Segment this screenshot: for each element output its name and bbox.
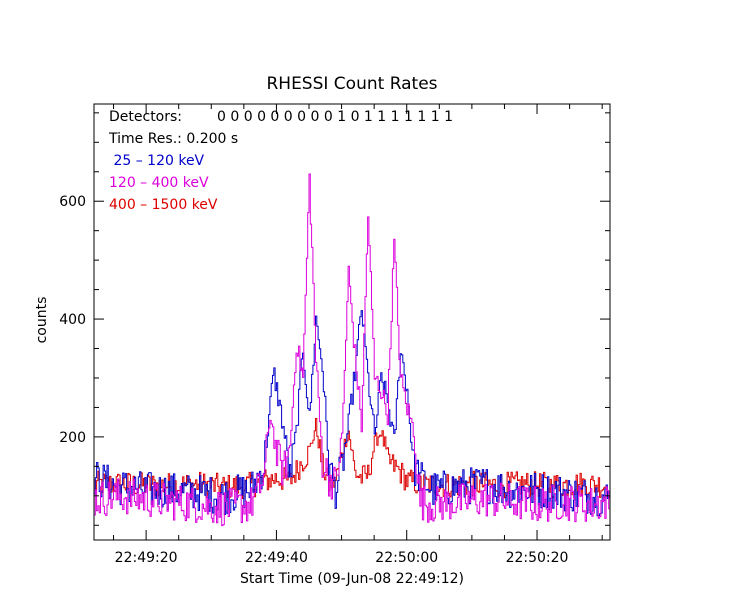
tick-labels: 200 400 600 22:49:20 22:49:40 22:50:00 22:50:2…: [59, 194, 568, 566]
series-line-120-400keV: [94, 173, 610, 527]
series-layer: [94, 173, 610, 527]
legend-entry-25-120: 25 – 120 keV: [109, 153, 205, 169]
x-tick-label: 22:49:40: [245, 550, 308, 566]
y-tick-label: 600: [59, 194, 86, 210]
detectors-label: Detectors:: [109, 109, 182, 125]
x-tick-label: 22:50:20: [506, 550, 569, 566]
x-axis-label: Start Time (09-Jun-08 22:49:12): [240, 571, 464, 587]
plot-frame: [93, 103, 611, 541]
legend-entry-400-1500: 400 – 1500 keV: [109, 197, 218, 213]
series-line-25-120keV: [94, 310, 610, 517]
info-block: Detectors: 0 0 0 0 0 0 0 0 0 1 0 1 1 1 1…: [108, 109, 453, 213]
time-resolution: Time Res.: 0.200 s: [108, 131, 238, 147]
legend-entry-120-400: 120 – 400 keV: [109, 175, 209, 191]
x-tick-label: 22:49:20: [115, 550, 178, 566]
y-tick-label: 200: [59, 430, 86, 446]
x-tick-label: 22:50:00: [375, 550, 438, 566]
axis-ticks: [94, 104, 610, 540]
y-axis-label: counts: [34, 297, 50, 344]
y-tick-label: 400: [59, 312, 86, 328]
detectors-values: 0 0 0 0 0 0 0 0 0 1 0 1 1 1 1 1 1 1: [217, 109, 453, 125]
chart-title: RHESSI Count Rates: [266, 74, 437, 94]
